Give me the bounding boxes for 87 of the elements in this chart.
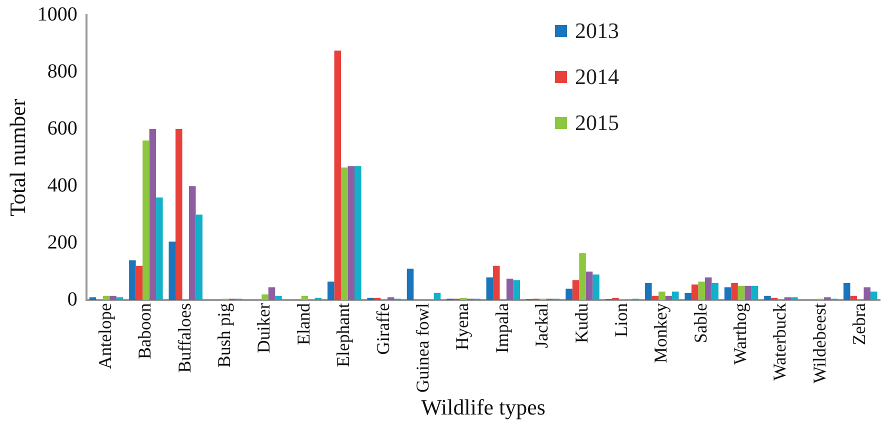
bar	[149, 129, 156, 300]
bar	[691, 284, 698, 300]
x-tick-label: Baboon	[134, 303, 155, 360]
x-tick-label: Giraffe	[372, 303, 393, 355]
bar	[870, 292, 878, 300]
bar	[367, 298, 374, 300]
x-tick-label: Guinea fowl	[412, 303, 432, 393]
bar	[704, 277, 712, 300]
legend-label: 2014	[575, 64, 619, 90]
bar	[698, 282, 705, 300]
bar	[328, 282, 334, 300]
x-axis-title: Wildlife types	[421, 394, 546, 420]
bar	[268, 287, 276, 300]
bar	[513, 280, 520, 300]
x-tick-label: Elephant	[333, 303, 354, 368]
x-tick-label: Antelope	[94, 303, 115, 370]
bar	[136, 266, 143, 300]
x-tick-label: Hyena	[452, 303, 472, 350]
x-tick-label: Monkey	[650, 303, 671, 364]
bar	[579, 253, 586, 300]
bar	[262, 294, 268, 300]
bar	[176, 129, 182, 300]
bar	[129, 260, 136, 300]
bar	[645, 283, 652, 300]
bar	[665, 296, 672, 300]
bar	[506, 278, 514, 300]
y-tick-label: 200	[47, 231, 78, 254]
x-tick-label: Buffaloes	[174, 303, 194, 373]
x-tick-label: Impala	[492, 303, 512, 354]
bar	[738, 286, 745, 300]
bar	[572, 280, 580, 300]
bar	[196, 214, 202, 300]
x-tick-label: Sable	[690, 303, 710, 344]
legend-label: 2013	[575, 18, 619, 44]
bar	[864, 287, 870, 300]
bar	[843, 283, 850, 300]
bar	[102, 296, 110, 300]
bar	[406, 268, 414, 300]
bar	[751, 286, 758, 300]
bar	[724, 287, 732, 300]
bar	[168, 242, 176, 300]
bar	[493, 266, 500, 300]
x-tick-label: Lion	[610, 303, 631, 338]
y-tick-label: 0	[67, 288, 78, 310]
y-tick-label: 1000	[37, 3, 78, 26]
x-tick-label: Kudu	[571, 303, 592, 344]
y-tick-label: 400	[47, 174, 78, 196]
x-tick-label: Zebra	[849, 303, 870, 346]
x-tick-label: Bush pig	[214, 303, 234, 368]
x-tick-label: Waterbuck	[770, 303, 790, 381]
legend-label: 2015	[575, 110, 619, 136]
bar	[612, 298, 619, 300]
bar	[341, 168, 348, 300]
bar	[354, 166, 362, 300]
bar	[824, 297, 831, 300]
y-tick-label: 800	[47, 60, 78, 82]
bar	[348, 166, 355, 300]
y-axis-title: Total number	[4, 98, 30, 216]
bar	[110, 296, 116, 300]
bar	[301, 296, 308, 300]
bar	[275, 296, 282, 300]
bar	[672, 292, 679, 300]
bar	[684, 293, 692, 300]
bar	[460, 298, 467, 300]
bar	[586, 272, 593, 300]
bar	[592, 274, 600, 300]
x-tick-label: Wildebeest	[809, 303, 830, 384]
y-tick-label: 600	[47, 117, 78, 140]
bar	[566, 288, 572, 300]
x-tick-label: Eland	[293, 303, 314, 346]
bar	[189, 186, 196, 300]
bar	[434, 293, 441, 300]
x-tick-label: Duiker	[254, 303, 274, 354]
bar	[764, 296, 771, 300]
bar	[156, 197, 163, 300]
bar	[486, 277, 494, 300]
x-tick-label: Jackal	[532, 303, 552, 348]
bar	[658, 292, 666, 300]
bar	[791, 297, 798, 300]
bar	[712, 283, 718, 300]
bar	[744, 286, 752, 300]
bar	[850, 296, 857, 300]
bar	[731, 283, 738, 300]
bar	[652, 296, 659, 300]
bar	[334, 50, 342, 300]
bar	[142, 140, 150, 300]
x-tick-label: Warthog	[730, 303, 750, 365]
